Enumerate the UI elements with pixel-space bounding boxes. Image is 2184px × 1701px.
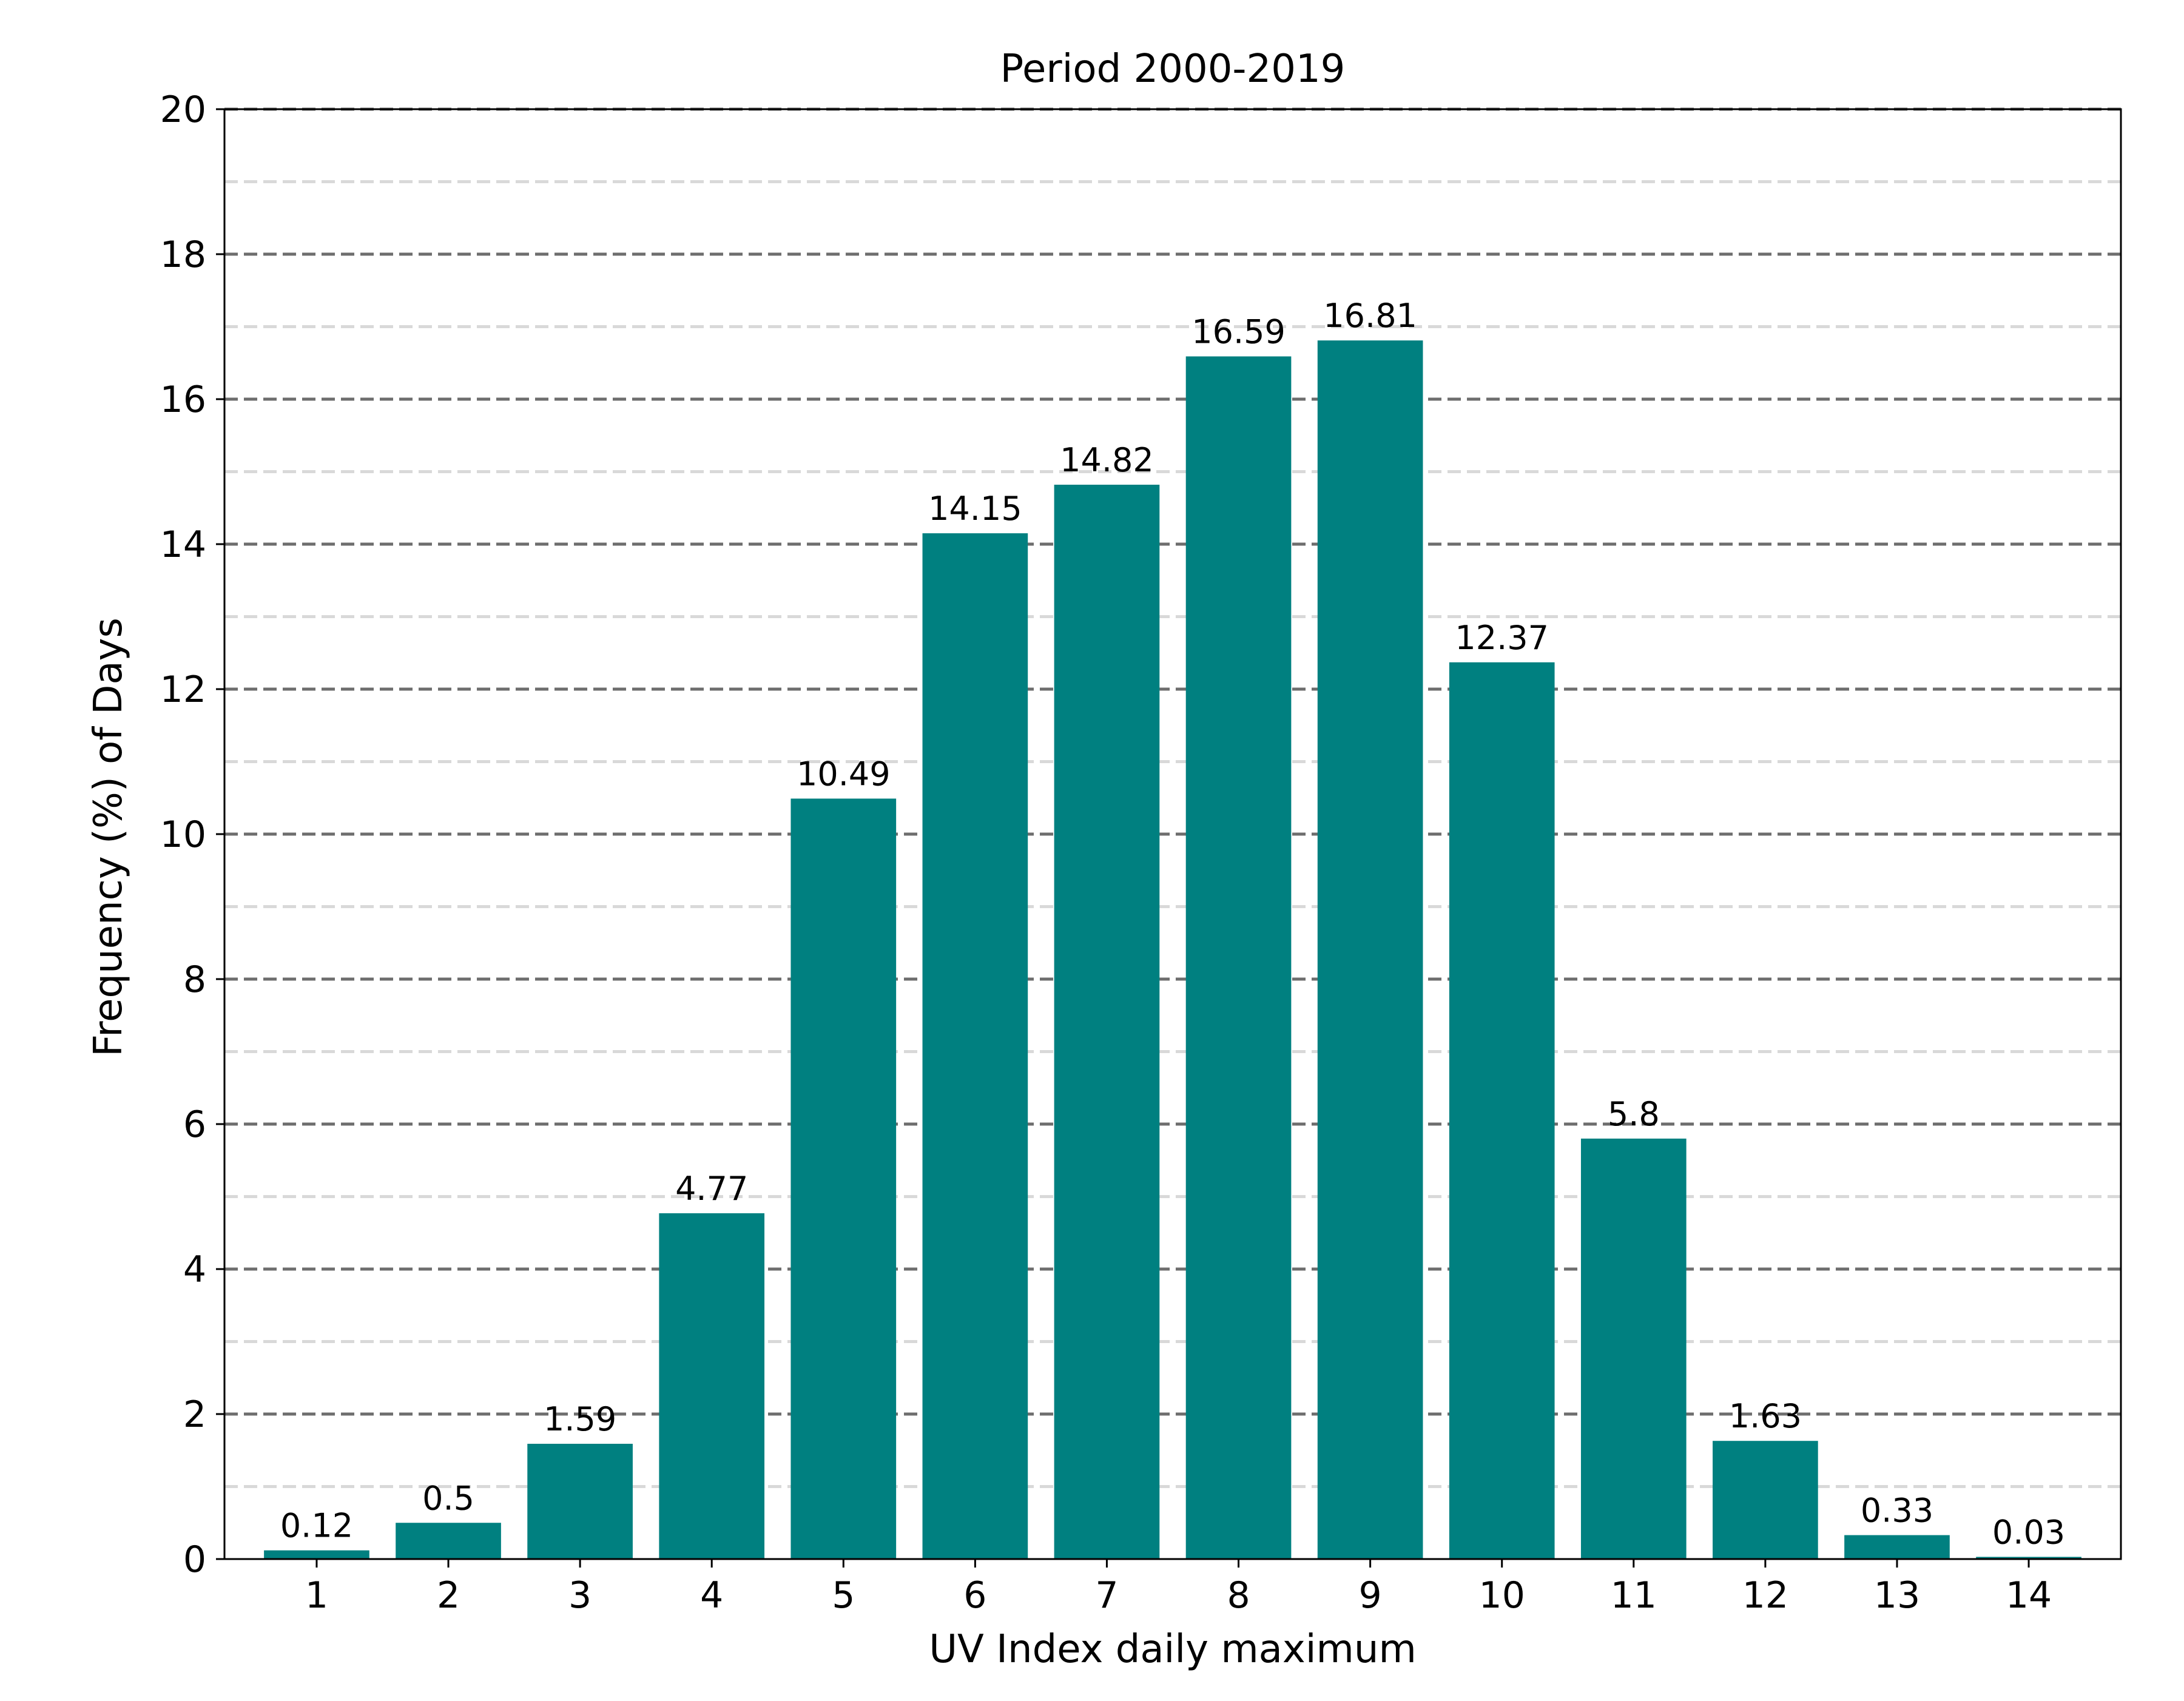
x-tick-label: 8 [1227,1574,1250,1617]
x-tick-label: 9 [1359,1574,1382,1617]
bar-value-label: 14.82 [1060,441,1154,479]
bar-value-label: 10.49 [797,755,891,793]
bar [1054,485,1160,1559]
bars-group [264,340,2081,1560]
bar [1976,1557,2081,1559]
bar [1317,340,1423,1559]
y-tick-label: 12 [160,669,206,711]
x-axis-ticks: 1 2 3 4 5 6 7 8 9 10 11 12 13 14 [305,1559,2052,1617]
bar-value-label: 1.59 [544,1400,616,1438]
bar [1580,1138,1687,1559]
x-tick-label: 11 [1611,1574,1657,1617]
y-tick-label: 16 [160,379,206,421]
plot-area-frame [223,108,2122,1560]
chart-title: Period 2000-2019 [1000,47,1346,92]
bar [1449,662,1555,1559]
bar-value-label: 14.15 [928,490,1022,528]
bar [1713,1441,1818,1559]
bar-value-label: 12.37 [1455,619,1549,657]
bar-value-label: 0.33 [1861,1492,1933,1530]
bar-value-label: 16.81 [1323,297,1417,335]
bar [527,1443,633,1559]
bar [659,1213,765,1559]
x-axis-label: UV Index daily maximum [929,1627,1417,1672]
y-tick-label: 10 [160,813,206,856]
bar-value-label: 4.77 [675,1170,748,1208]
x-tick-label: 3 [568,1574,592,1617]
y-tick-label: 0 [183,1538,206,1581]
y-tick-label: 4 [183,1248,206,1291]
bar-value-label: 5.8 [1608,1095,1660,1133]
bar [922,533,1028,1560]
bar [396,1523,501,1559]
y-tick-label: 18 [160,234,206,276]
x-tick-label: 14 [2006,1574,2052,1617]
y-axis-label: Frequency (%) of Days [86,618,131,1057]
x-tick-label: 7 [1095,1574,1118,1617]
bar-value-label: 0.12 [280,1507,353,1545]
x-tick-label: 1 [305,1574,328,1617]
x-tick-label: 12 [1742,1574,1788,1617]
y-tick-label: 2 [183,1393,206,1436]
bar [1844,1535,1950,1559]
y-tick-label: 20 [160,89,206,131]
x-tick-label: 4 [700,1574,723,1617]
y-tick-label: 14 [160,524,206,566]
x-tick-label: 2 [437,1574,460,1617]
x-tick-label: 10 [1479,1574,1525,1617]
bar-value-label: 1.63 [1729,1397,1802,1435]
x-tick-label: 13 [1874,1574,1920,1617]
bar-value-labels: 0.12 0.5 1.59 4.77 10.49 14.15 14.82 16.59 16.81… [280,297,2065,1551]
bar-value-label: 0.5 [422,1479,474,1517]
bar [264,1550,369,1559]
x-tick-label: 6 [963,1574,986,1617]
y-axis-ticks: 0 2 4 6 8 10 12 14 16 18 20 [160,89,224,1581]
y-tick-label: 6 [183,1103,206,1146]
x-tick-label: 5 [832,1574,855,1617]
bar-value-label: 16.59 [1191,312,1286,351]
bar [1185,356,1292,1559]
bar [790,798,897,1559]
minor-grid-lines [224,180,2121,1488]
y-tick-label: 8 [183,958,206,1001]
bar-value-label: 0.03 [1992,1513,2065,1551]
